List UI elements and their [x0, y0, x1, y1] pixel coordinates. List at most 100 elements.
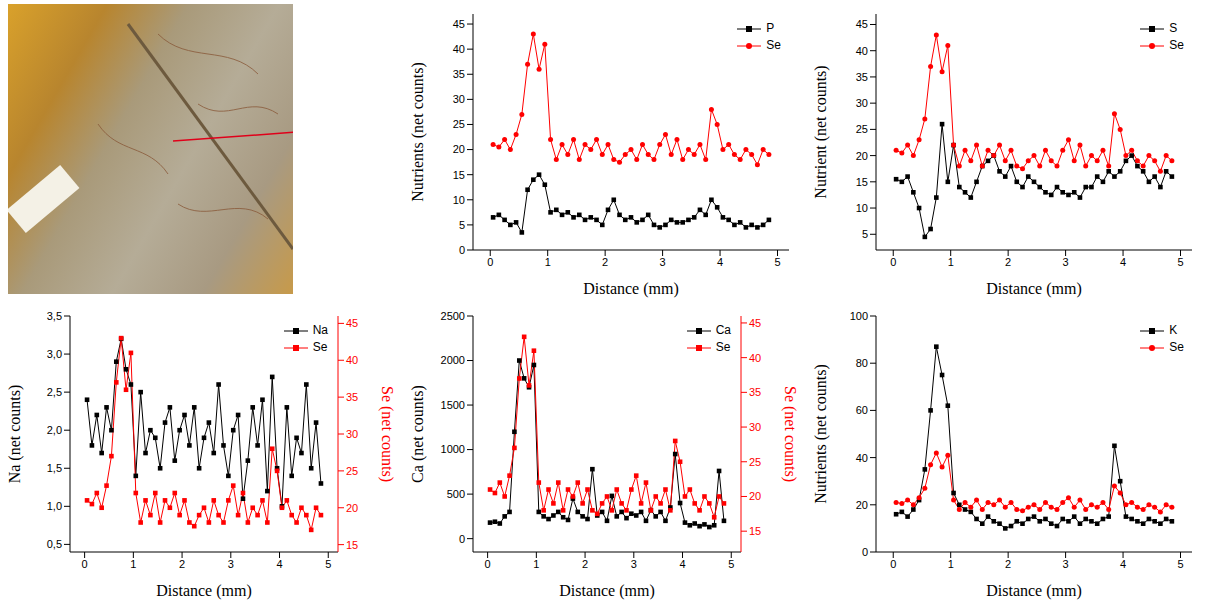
- svg-text:0: 0: [890, 256, 896, 268]
- svg-text:15: 15: [453, 169, 465, 181]
- svg-text:1: 1: [948, 558, 954, 570]
- svg-text:Se (net counts): Se (net counts): [781, 386, 799, 482]
- svg-text:80: 80: [856, 357, 868, 369]
- svg-text:20: 20: [453, 143, 465, 155]
- svg-text:Nutrients (net counts): Nutrients (net counts): [409, 62, 427, 202]
- html-text:Se: Se: [312, 340, 328, 354]
- svg-text:40: 40: [453, 43, 465, 55]
- svg-text:30: 30: [749, 421, 761, 433]
- svg-text:2: 2: [602, 256, 608, 268]
- svg-text:10: 10: [453, 194, 465, 206]
- svg-text:1000: 1000: [441, 443, 465, 455]
- svg-text:25: 25: [346, 465, 358, 477]
- svg-text:0: 0: [82, 558, 88, 570]
- svg-text:2: 2: [582, 558, 588, 570]
- svg-text:4: 4: [717, 256, 723, 268]
- html-text:Se: Se: [766, 38, 781, 52]
- svg-text:2: 2: [179, 558, 185, 570]
- svg-text:10: 10: [856, 202, 868, 214]
- svg-text:35: 35: [453, 68, 465, 80]
- svg-text:100: 100: [850, 310, 868, 322]
- svg-text:20: 20: [346, 502, 358, 514]
- svg-text:Nutrient (net counts): Nutrient (net counts): [812, 65, 830, 198]
- svg-text:45: 45: [453, 18, 465, 30]
- svg-text:35: 35: [749, 386, 761, 398]
- svg-text:Nutrients (net counts): Nutrients (net counts): [812, 364, 830, 504]
- svg-text:1: 1: [130, 558, 136, 570]
- svg-text:30: 30: [453, 93, 465, 105]
- svg-text:30: 30: [856, 97, 868, 109]
- svg-text:4: 4: [276, 558, 282, 570]
- svg-text:25: 25: [453, 118, 465, 130]
- svg-text:40: 40: [856, 452, 868, 464]
- svg-text:500: 500: [447, 488, 465, 500]
- svg-text:25: 25: [856, 123, 868, 135]
- svg-text:35: 35: [346, 391, 358, 403]
- html-text:Se: Se: [1169, 38, 1184, 52]
- svg-text:0: 0: [890, 558, 896, 570]
- svg-text:2500: 2500: [441, 310, 465, 322]
- svg-text:3: 3: [228, 558, 234, 570]
- svg-text:3: 3: [1063, 558, 1069, 570]
- html-text:Na: Na: [312, 323, 328, 337]
- svg-text:4: 4: [1120, 558, 1126, 570]
- svg-text:2000: 2000: [441, 354, 465, 366]
- svg-text:Se (net counts): Se (net counts): [378, 386, 396, 482]
- svg-text:25: 25: [749, 456, 761, 468]
- svg-text:20: 20: [856, 150, 868, 162]
- svg-text:2,5: 2,5: [47, 386, 62, 398]
- svg-text:60: 60: [856, 404, 868, 416]
- svg-text:2: 2: [1005, 558, 1011, 570]
- svg-text:Distance (mm): Distance (mm): [156, 582, 252, 600]
- svg-text:15: 15: [346, 539, 358, 551]
- svg-text:Na (net counts): Na (net counts): [6, 385, 24, 484]
- svg-text:2,0: 2,0: [47, 424, 62, 436]
- svg-text:Distance (mm): Distance (mm): [559, 582, 655, 600]
- svg-text:40: 40: [346, 354, 358, 366]
- svg-text:20: 20: [856, 499, 868, 511]
- svg-text:1,5: 1,5: [47, 462, 62, 474]
- svg-text:35: 35: [856, 71, 868, 83]
- svg-text:1500: 1500: [441, 399, 465, 411]
- svg-text:1: 1: [545, 256, 551, 268]
- svg-text:20: 20: [749, 490, 761, 502]
- svg-text:5: 5: [1177, 558, 1183, 570]
- svg-text:15: 15: [749, 525, 761, 537]
- svg-text:0,5: 0,5: [47, 538, 62, 550]
- svg-text:5: 5: [862, 228, 868, 240]
- svg-text:0: 0: [459, 244, 465, 256]
- svg-text:0: 0: [862, 546, 868, 558]
- svg-text:Distance (mm): Distance (mm): [986, 582, 1082, 600]
- svg-text:0: 0: [459, 533, 465, 545]
- svg-text:3,0: 3,0: [47, 348, 62, 360]
- svg-text:45: 45: [856, 18, 868, 30]
- svg-text:1,0: 1,0: [47, 500, 62, 512]
- svg-text:2: 2: [1005, 256, 1011, 268]
- svg-text:0: 0: [485, 558, 491, 570]
- svg-text:5: 5: [728, 558, 734, 570]
- svg-text:Distance (mm): Distance (mm): [583, 280, 679, 298]
- svg-text:5: 5: [774, 256, 780, 268]
- svg-text:5: 5: [1177, 256, 1183, 268]
- html-text:Se: Se: [715, 340, 731, 354]
- svg-text:Ca (net counts): Ca (net counts): [409, 385, 427, 483]
- svg-text:3: 3: [1063, 256, 1069, 268]
- svg-text:30: 30: [346, 428, 358, 440]
- svg-text:Distance (mm): Distance (mm): [986, 280, 1082, 298]
- svg-text:3: 3: [660, 256, 666, 268]
- svg-text:40: 40: [749, 352, 761, 364]
- svg-text:40: 40: [856, 45, 868, 57]
- svg-text:45: 45: [346, 317, 358, 329]
- svg-text:0: 0: [487, 256, 493, 268]
- svg-text:4: 4: [679, 558, 685, 570]
- svg-text:4: 4: [1120, 256, 1126, 268]
- svg-text:15: 15: [856, 176, 868, 188]
- svg-text:1: 1: [533, 558, 539, 570]
- svg-text:5: 5: [325, 558, 331, 570]
- svg-text:45: 45: [749, 317, 761, 329]
- svg-text:1: 1: [948, 256, 954, 268]
- svg-text:3: 3: [631, 558, 637, 570]
- svg-text:3,5: 3,5: [47, 310, 62, 322]
- svg-text:5: 5: [459, 219, 465, 231]
- html-text:Ca: Ca: [715, 323, 731, 337]
